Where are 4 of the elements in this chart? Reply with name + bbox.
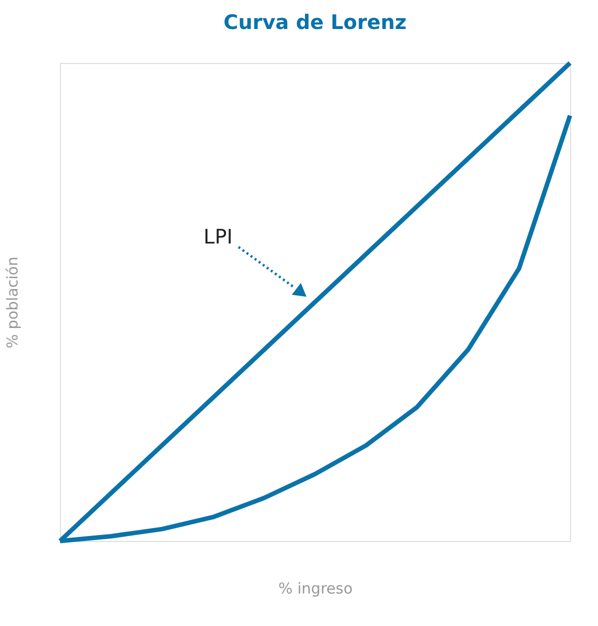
x-axis-title: % ingreso: [278, 580, 353, 598]
chart-title: Curva de Lorenz: [224, 10, 406, 34]
y-axis-title: % población: [4, 256, 22, 348]
annotation: LPI: [204, 224, 233, 248]
